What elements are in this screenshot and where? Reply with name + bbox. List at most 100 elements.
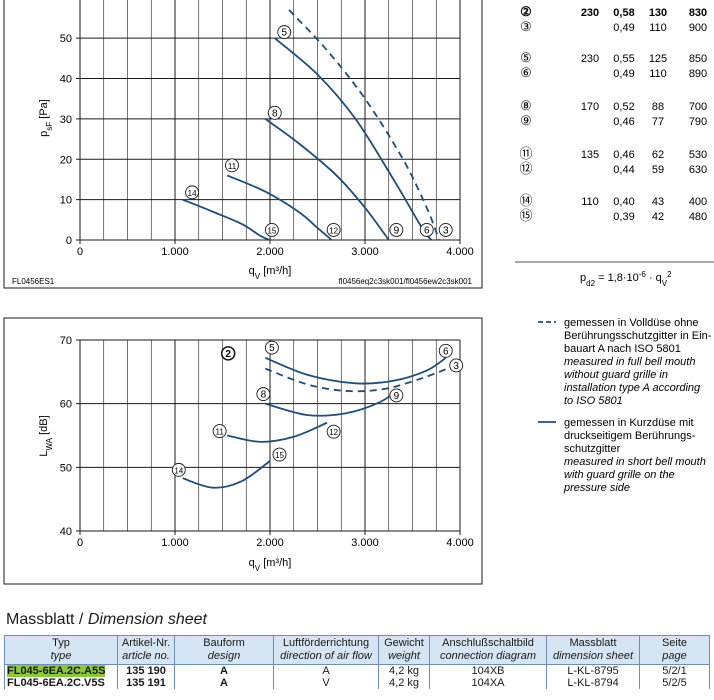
curve-marker: [185, 185, 200, 200]
legend-text-en: measured in full bell mouth: [564, 356, 695, 368]
design-cell: A: [174, 664, 274, 677]
series-line-solid: [264, 356, 447, 385]
series-line-solid: [264, 118, 390, 240]
op-current: 0,52: [613, 101, 634, 113]
legend-text-en: to ISO 5801: [564, 395, 623, 407]
curve-marker: [225, 158, 239, 173]
curve-marker-label: 8: [272, 108, 278, 119]
pressure-footer-right: fl0456eq2c3sk001/fl0456ew2c3sk001: [339, 277, 473, 286]
curve-marker: [171, 462, 186, 477]
curve-marker-label: 14: [174, 466, 183, 475]
op-mark: ⑫: [519, 161, 532, 176]
weight-cell: 4,2 kg: [378, 677, 430, 689]
y-tick-label: 40: [60, 526, 72, 538]
series-line-solid: [182, 198, 271, 240]
series-line-dashed: [264, 364, 456, 393]
x-tick-label: 4.000: [446, 537, 474, 549]
legend-text-de: gemessen in Kurzdüse mit: [564, 417, 694, 429]
dimension-sheet-title-en: Dimension sheet: [87, 611, 207, 628]
series-line-solid: [226, 174, 333, 240]
x-tick-label: 4.000: [446, 246, 474, 258]
dimension-sheet-table: Typ type Artikel-Nr. article no. Bauform de…: [4, 635, 710, 689]
y-tick-label: 60: [60, 399, 72, 411]
op-power: 43: [652, 196, 664, 208]
y-tick-label: 50: [60, 33, 72, 45]
header-design: Bauform design: [174, 635, 274, 665]
curve-marker: [267, 105, 282, 120]
pressure-x-axis-label: qV [m³/h]: [249, 265, 292, 281]
design-cell: A: [174, 677, 274, 689]
curve-marker: [264, 340, 279, 355]
op-speed: 790: [689, 116, 707, 128]
sound-y-axis-label: LWA [dB]: [38, 415, 54, 456]
table-row: FL045-6EA.2C.V5S 135 191 A V 4,2 kg 104X…: [4, 677, 710, 689]
sound-tick-labels: 40 50 60 70 0 1.000 2.000 3.000 4.000: [60, 335, 474, 549]
sheet-cell: L-KL-8794: [546, 677, 640, 689]
op-current: 0,49: [613, 22, 634, 34]
x-tick-label: 0: [77, 537, 83, 549]
legend-text-en: installation type A according: [564, 382, 701, 394]
page-cell: 5/2/5: [639, 677, 710, 689]
curve-marker-label: 6: [443, 346, 449, 357]
curve-legend: gemessen in Volldüse ohneBerührungsschut…: [538, 317, 712, 494]
header-connection-diagram: Anschlußschaltbild connection diagram: [429, 635, 547, 665]
curve-marker-label: 11: [215, 428, 224, 437]
curve-marker-label: 9: [394, 225, 400, 236]
y-tick-label: 40: [60, 74, 72, 86]
legend-text-de: schutzgitter: [564, 443, 621, 455]
op-speed: 400: [689, 196, 707, 208]
y-tick-label: 10: [60, 195, 72, 207]
curve-marker-label: 2: [225, 349, 231, 360]
op-power: 88: [652, 101, 664, 113]
legend-text-de: druckseitigem Berührungs-: [564, 430, 696, 442]
curve-marker-label: 11: [228, 162, 237, 171]
op-voltage: 230: [581, 7, 599, 19]
dimension-sheet-title: Massblatt / Dimension sheet: [6, 611, 207, 629]
curve-marker: [256, 387, 271, 402]
op-current: 0,49: [613, 68, 634, 80]
op-mark: ⑪: [519, 146, 532, 161]
weight-cell: 4,2 kg: [378, 664, 430, 677]
header-type: Typ type: [4, 635, 118, 665]
pressure-markers: 5 8 11 14 15 12 9 6 3: [185, 25, 453, 237]
page-cell: 5/2/1: [639, 664, 710, 677]
op-voltage: 230: [581, 53, 599, 65]
op-mark: ⑨: [520, 113, 532, 128]
curve-marker-label: 12: [329, 428, 338, 437]
y-tick-label: 20: [60, 154, 72, 166]
sound-x-axis-label: qV [m³/h]: [249, 557, 292, 573]
curve-marker-label: 5: [269, 343, 275, 354]
op-mark: ②: [520, 4, 532, 19]
curve-marker: [419, 222, 434, 237]
curve-marker-label: 15: [267, 226, 276, 235]
op-mark: ⑮: [519, 208, 532, 223]
op-power: 110: [649, 68, 667, 80]
op-current: 0,46: [613, 149, 634, 161]
op-current: 0,39: [613, 211, 634, 223]
table-row: FL045-6EA.2C.A5S 135 190 A A 4,2 kg 104X…: [4, 664, 710, 677]
op-speed: 900: [689, 22, 707, 34]
pressure-grid: [76, 0, 461, 244]
curve-marker-label: 8: [261, 390, 267, 401]
sheet-cell: L-KL-8795: [546, 664, 640, 677]
y-tick-label: 70: [60, 335, 72, 347]
curve-marker-label: 3: [453, 361, 459, 372]
op-power: 59: [652, 164, 664, 176]
op-speed: 850: [689, 53, 707, 65]
op-speed: 630: [689, 164, 707, 176]
pressure-series: [182, 9, 440, 240]
curve-marker-label: 5: [281, 28, 287, 39]
curve-marker: [389, 388, 404, 403]
curve-marker: [326, 424, 341, 439]
x-tick-label: 0: [77, 246, 83, 258]
y-tick-label: 30: [60, 114, 72, 126]
legend-text-en: pressure side: [563, 482, 630, 494]
pressure-tick-labels: 0 10 20 30 40 50 0 1.000 2.000 3.000 4.000: [60, 33, 474, 258]
x-tick-label: 3.000: [351, 246, 379, 258]
legend-text-en: with guard grille on the: [564, 469, 675, 481]
sound-series: [182, 356, 456, 489]
curve-marker-label: 12: [329, 226, 338, 235]
dimension-sheet-title-de: Massblatt /: [6, 611, 88, 628]
curve-marker-label: 9: [394, 391, 400, 402]
